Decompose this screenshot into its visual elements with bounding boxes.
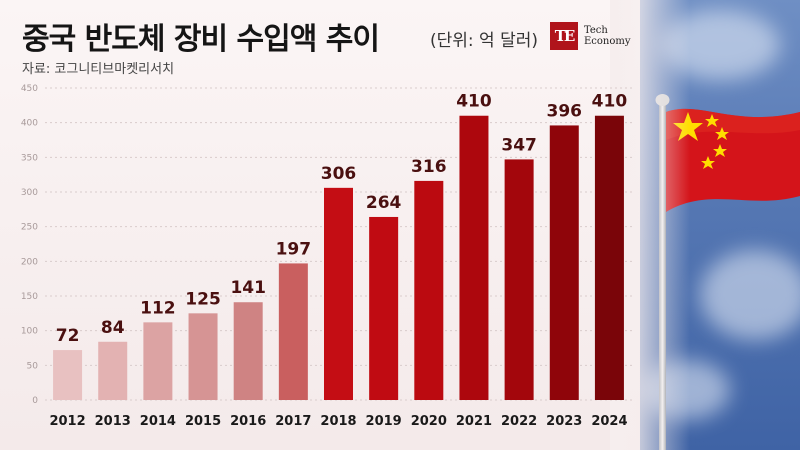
bar-chart: 0 50 100 150 200 250 300 350 400 450 72 2012 84 2013 1… (21, 84, 632, 429)
x-tick-label: 2016 (230, 414, 266, 429)
x-tick-label: 2012 (49, 414, 85, 429)
y-tick-label: 50 (27, 361, 39, 371)
y-tick-label: 300 (21, 188, 38, 198)
x-tick-label: 2020 (411, 414, 447, 429)
x-tick-label: 2014 (140, 414, 176, 429)
logo-line-1: Tech (584, 25, 608, 36)
data-label: 84 (101, 318, 125, 338)
bar (188, 313, 218, 400)
bar (233, 302, 263, 400)
data-label: 197 (276, 239, 312, 259)
data-label: 347 (501, 135, 537, 155)
x-tick-label: 2018 (320, 414, 356, 429)
unit-label: (단위: 억 달러) (430, 31, 538, 51)
y-tick-label: 150 (21, 292, 38, 302)
y-tick-label: 450 (21, 84, 38, 94)
page-title: 중국 반도체 장비 수입액 추이 (22, 22, 380, 57)
x-tick-label: 2013 (95, 414, 131, 429)
logo-text: Tech Economy (584, 25, 631, 47)
data-label: 306 (321, 164, 357, 184)
bar (459, 115, 489, 400)
y-tick-label: 400 (21, 119, 38, 129)
data-label: 72 (56, 326, 80, 346)
x-tick-label: 2021 (456, 414, 492, 429)
data-label: 141 (230, 278, 266, 298)
x-tick-label: 2019 (366, 414, 402, 429)
x-tick-label: 2017 (275, 414, 311, 429)
data-label: 125 (185, 289, 221, 309)
logo-line-2: Economy (584, 36, 631, 47)
bar (53, 350, 83, 400)
bar (278, 263, 308, 400)
bar (504, 159, 534, 400)
data-label: 410 (456, 92, 492, 112)
tech-economy-logo: TE Tech Economy (550, 22, 631, 50)
data-label: 264 (366, 193, 402, 213)
x-tick-label: 2022 (501, 414, 537, 429)
bar (594, 115, 624, 400)
y-tick-label: 250 (21, 223, 38, 233)
bar (143, 322, 173, 400)
x-tick-label: 2015 (185, 414, 221, 429)
bar (324, 187, 353, 400)
y-tick-label: 0 (32, 396, 38, 406)
x-tick-label: 2024 (591, 414, 627, 429)
data-label: 112 (140, 298, 176, 318)
x-tick-label: 2023 (546, 414, 582, 429)
y-tick-label: 350 (21, 153, 38, 163)
bar (549, 125, 579, 400)
bar (98, 341, 128, 400)
data-label: 316 (411, 157, 447, 177)
y-tick-label: 100 (21, 327, 38, 337)
data-label: 396 (547, 101, 583, 121)
data-label: 410 (592, 92, 628, 112)
bar (369, 216, 399, 400)
te-logo-icon: TE (550, 22, 578, 50)
bar (414, 180, 444, 400)
y-tick-label: 200 (21, 257, 38, 267)
source-label: 자료: 코그니티브마켓리서치 (22, 62, 175, 77)
